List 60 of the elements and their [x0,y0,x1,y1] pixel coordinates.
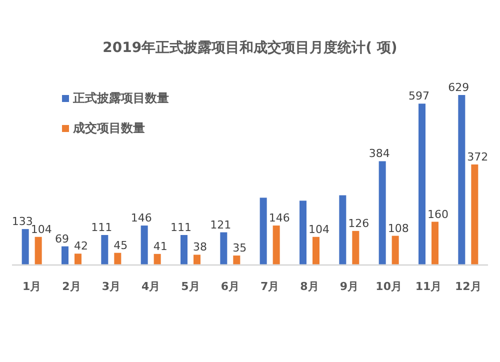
bar [300,200,306,265]
bar [312,236,320,265]
data-label: 104 [30,222,52,236]
x-tick-label: 9月 [340,280,358,293]
data-label: 160 [428,208,448,221]
x-tick-label: 4月 [142,280,160,293]
bar [272,226,280,265]
x-tick-label: 6月 [220,280,240,293]
bar [180,235,188,265]
data-label: 35 [232,242,247,255]
bar [62,246,68,265]
bar [339,195,346,265]
bar [378,161,386,265]
data-label: 133 [12,215,33,228]
x-tick-label: 2月 [62,280,81,293]
bar [101,235,108,265]
data-label: 69 [55,232,69,246]
bar [458,95,466,265]
bar [22,229,29,265]
bar [220,232,228,265]
data-label: 108 [388,222,409,235]
data-label: 146 [130,212,152,225]
bar [352,230,360,265]
bar [260,198,267,265]
x-tick-label: 12月 [455,280,482,293]
x-tick-label: 7月 [260,280,280,293]
x-tick-label: 8月 [300,280,319,293]
data-label: 111 [91,221,112,234]
x-tick-label: 3月 [102,280,120,293]
data-label: 121 [210,218,232,232]
bar [194,254,200,265]
x-tick-label: 1月 [22,280,42,293]
bar [392,236,399,265]
bar [140,226,148,265]
x-tick-label: 11月 [415,280,442,293]
x-tick-label: 5月 [181,280,200,293]
data-label: 111 [170,221,192,234]
data-label: 45 [114,238,128,252]
data-label: 146 [268,212,290,225]
bar [34,236,42,265]
bar [233,256,240,265]
data-label: 38 [193,240,207,254]
legend-label: 成交项目数量 [72,121,145,135]
data-label: 372 [467,150,488,164]
data-label: 41 [153,240,168,253]
data-label: 597 [408,90,430,103]
data-label: 42 [74,240,88,253]
legend-label: 正式披露项目数量 [72,91,169,105]
bar [74,254,82,265]
data-label: 104 [308,222,330,236]
data-label: 384 [368,147,390,160]
bar [432,222,438,265]
bar [471,164,478,265]
data-label: 629 [448,81,470,94]
bar [418,104,426,265]
bar [154,254,161,265]
bar [114,252,122,265]
x-tick-label: 10月 [376,280,402,293]
chart-title: 2019年正式披露项目和成交项目月度统计( 项) [102,39,398,56]
data-label: 126 [348,216,370,230]
